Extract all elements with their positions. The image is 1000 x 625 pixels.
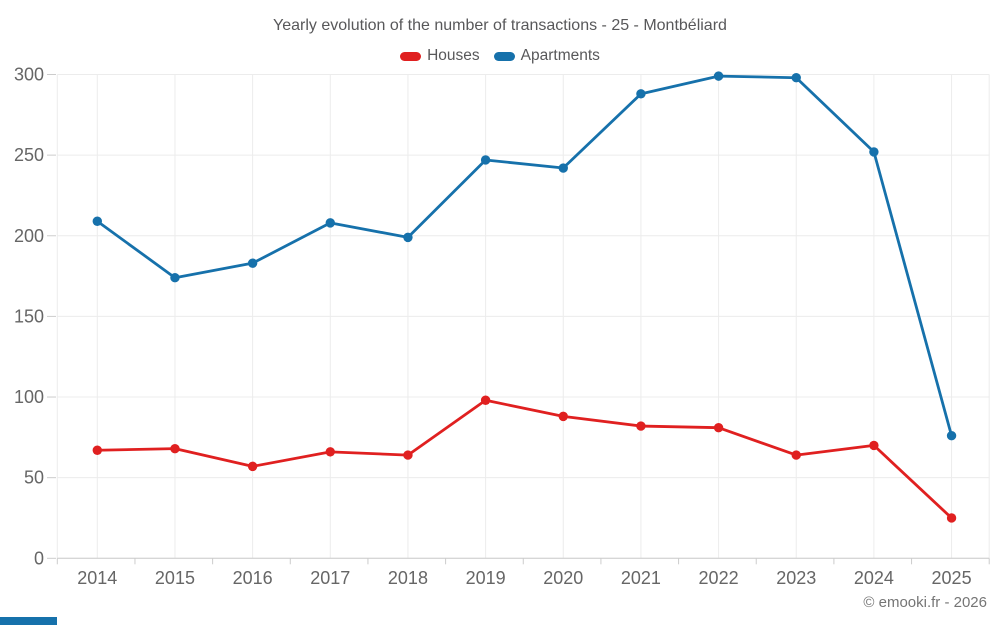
x-tick-label: 2014 [77,568,117,588]
y-tick-label: 150 [14,306,44,326]
apartments-swatch-icon [493,51,515,61]
data-point-houses [946,513,957,523]
data-point-houses [170,443,180,454]
data-point-houses [791,450,801,460]
data-point-apartments [791,73,801,83]
x-tick-label: 2018 [388,568,428,588]
legend-label-apartments: Apartments [520,47,600,64]
data-point-apartments [403,232,413,243]
data-point-apartments [480,155,491,165]
data-point-houses [480,395,491,405]
x-tick-label: 2016 [233,568,273,588]
chart-legend: Houses Apartments [0,47,1000,65]
x-tick-label: 2025 [932,568,972,588]
data-point-houses [558,411,568,422]
x-tick-label: 2022 [699,568,739,588]
houses-swatch-icon [400,51,422,61]
x-tick-label: 2020 [543,568,583,588]
legend-label-houses: Houses [427,47,480,64]
y-tick-label: 100 [14,387,44,407]
data-point-houses [636,421,646,431]
data-point-houses [325,447,335,457]
x-tick-label: 2023 [776,568,816,588]
x-tick-label: 2019 [466,568,506,588]
data-point-apartments [92,216,103,226]
data-point-apartments [713,71,724,81]
data-point-houses [92,445,103,455]
data-point-apartments [869,147,879,157]
data-point-apartments [247,258,258,268]
chart-title: Yearly evolution of the number of transa… [273,17,727,34]
series-line-apartments [95,74,953,438]
x-tick-label: 2024 [854,568,894,588]
copyright-credit: © emooki.fr - 2026 [863,594,987,611]
data-point-apartments [325,218,335,228]
y-tick-label: 300 [14,65,44,85]
legend-item-apartments[interactable]: Apartments [493,47,600,65]
series-line-houses [95,398,953,520]
data-point-apartments [558,163,568,173]
data-point-houses [713,422,724,433]
bottom-bar [0,617,57,625]
y-tick-label: 50 [24,468,44,488]
y-tick-label: 0 [34,548,44,568]
x-tick-label: 2015 [155,568,195,588]
y-tick-label: 250 [14,145,44,165]
data-point-apartments [946,431,957,441]
data-point-houses [247,461,258,472]
x-tick-label: 2021 [621,568,661,588]
y-tick-label: 200 [14,226,44,246]
data-point-apartments [170,272,180,283]
data-point-houses [869,440,879,451]
data-point-houses [403,450,413,460]
legend-item-houses[interactable]: Houses [400,47,480,65]
x-tick-label: 2017 [310,568,350,588]
data-point-apartments [636,89,646,99]
